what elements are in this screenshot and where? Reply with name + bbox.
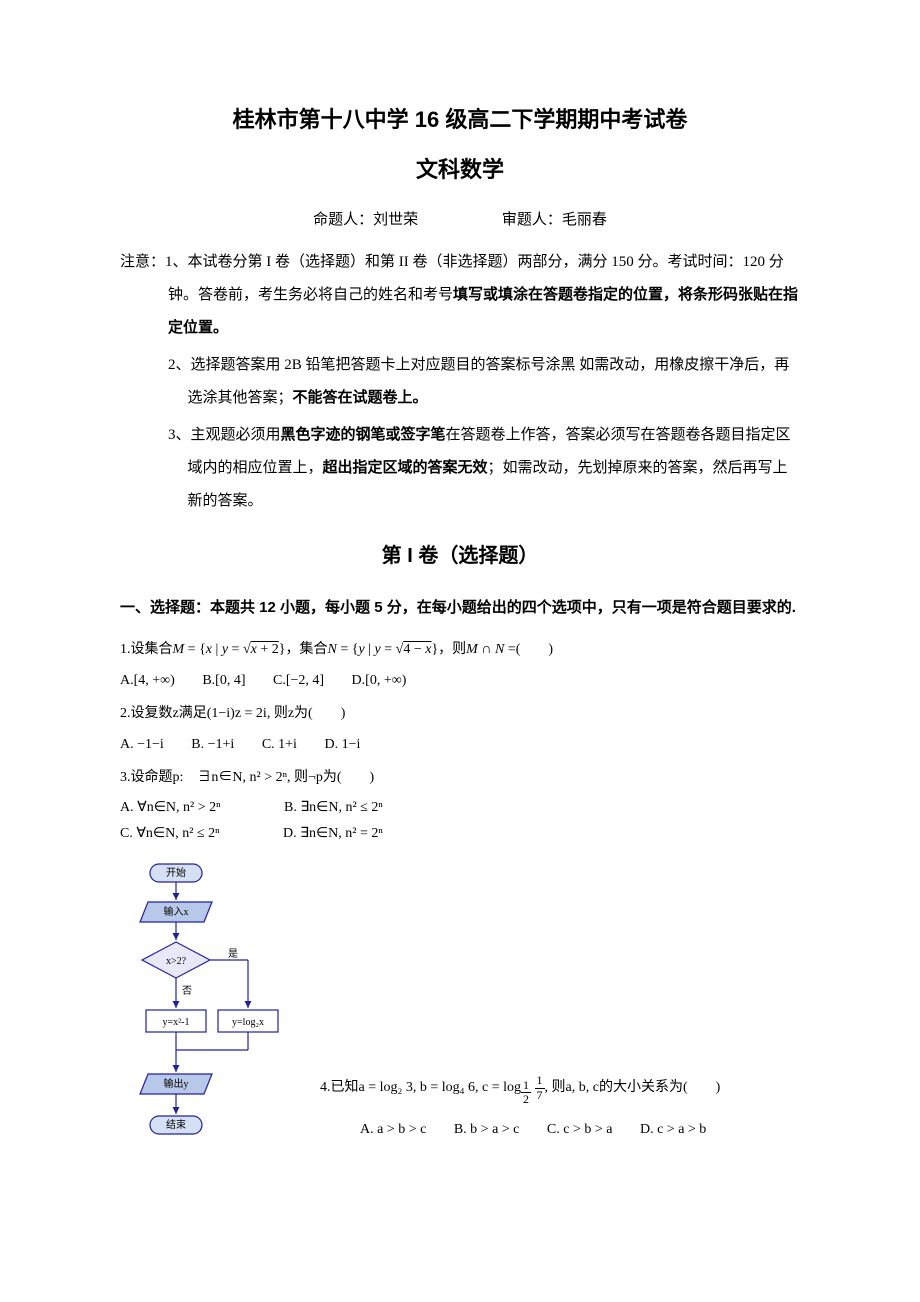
svg-text:y=x²-1: y=x²-1 [163,1017,190,1028]
svg-text:输出y: 输出y [164,1077,189,1090]
q2-opt-c: C. 1+i [262,732,297,757]
question-3: 3.设命题p: ∃n∈N, n² > 2ⁿ, 则¬p为( ) [120,765,800,792]
notice-item-3: 3、主观题必须用黑色字迹的钢笔或签字笔在答题卷上作答，答案必须写在答题卷各题目指… [120,419,800,518]
flowchart-diagram: 开始 输入x x>2? 是 否 y=x²-1 y=log₂x [120,860,290,1170]
title-main: 桂林市第十八中学 16 级高二下学期期中考试卷 [120,100,800,140]
flowchart-and-q4: 开始 输入x x>2? 是 否 y=x²-1 y=log₂x [120,860,800,1170]
notice-num-3: 3、 [168,427,191,443]
q1-text-b: ，集合 [286,642,328,657]
question-4: 4.已知a = log₂ 3, b = log₄ 6, c = log12 17… [290,1074,800,1169]
notice-block: 注意：1、本试卷分第 I 卷（选择题）和第 II 卷（非选择题）两部分，满分 1… [120,246,800,518]
notice-bold-3b: 超出指定区域的答案无效 [323,460,488,476]
title-sub: 文科数学 [120,150,800,190]
question-1-options: A.[4, +∞) B.[0, 4] C.[−2, 4] D.[0, +∞) [120,668,800,693]
notice-num-2: 2、 [168,357,191,373]
q4-text-a: 4.已知a = log₂ 3, b = log₄ 6, c = log [320,1080,521,1095]
q1-text-a: 1.设集合 [120,642,173,657]
question-2: 2.设复数z满足(1−i)z = 2i, 则z为( ) [120,701,800,728]
notice-bold-3a: 黑色字迹的钢笔或签字笔 [281,427,446,443]
q1-opt-c: C.[−2, 4] [273,668,324,693]
q3-opt-c: C. ∀n∈N, n² ≤ 2ⁿ [120,821,220,846]
svg-text:结束: 结束 [166,1118,186,1131]
svg-text:是: 是 [228,948,238,960]
authors-line: 命题人：刘世荣 审题人：毛丽春 [120,207,800,234]
notice-label: 注意： [120,254,165,270]
notice-item-2: 2、选择题答案用 2B 铅笔把答题卡上对应题目的答案标号涂黑 如需改动，用橡皮擦… [120,349,800,415]
question-4-options: A. a > b > c B. b > a > c C. c > b > a D… [320,1117,800,1142]
notice-text-2a: 选择题答案用 2B 铅笔把答题卡上对应题目的答案标号涂黑 如需改动，用橡皮擦干净… [188,357,790,406]
q4-opt-a: A. a > b > c [360,1117,426,1142]
author-review: 审题人：毛丽春 [502,212,607,228]
q1-opt-a: A.[4, +∞) [120,668,175,693]
svg-text:否: 否 [182,985,192,997]
question-3-options: A. ∀n∈N, n² > 2ⁿ B. ∃n∈N, n² ≤ 2ⁿ C. ∀n∈… [120,795,800,845]
q2-opt-d: D. 1−i [324,732,360,757]
q4-text-b: , 则a, b, c的大小关系为( ) [545,1080,721,1095]
q1-opt-d: D.[0, +∞) [352,668,407,693]
q4-opt-d: D. c > a > b [640,1117,706,1142]
q3-opt-b: B. ∃n∈N, n² ≤ 2ⁿ [284,795,383,820]
notice-num-1: 1、 [165,254,188,270]
notice-bold-2: 不能答在试题卷上。 [293,390,428,406]
svg-text:y=log₂x: y=log₂x [232,1017,264,1028]
svg-text:x>2?: x>2? [166,956,187,967]
question-1: 1.设集合M = {x | y = √x + 2}，集合N = {y | y =… [120,637,800,664]
part-1-title: 第 I 卷（选择题） [120,538,800,574]
svg-text:输入x: 输入x [164,905,189,918]
q1-text-c: ，则 [438,642,466,657]
author-compose: 命题人：刘世荣 [313,212,418,228]
q2-opt-b: B. −1+i [191,732,234,757]
svg-text:开始: 开始 [166,866,186,879]
question-2-options: A. −1−i B. −1+i C. 1+i D. 1−i [120,732,800,757]
q4-opt-c: C. c > b > a [547,1117,613,1142]
notice-text-3a: 主观题必须用 [191,427,281,443]
q3-opt-a: A. ∀n∈N, n² > 2ⁿ [120,795,221,820]
flowchart-svg: 开始 输入x x>2? 是 否 y=x²-1 y=log₂x [120,860,290,1160]
q3-opt-d: D. ∃n∈N, n² = 2ⁿ [283,821,383,846]
q4-opt-b: B. b > a > c [454,1117,520,1142]
notice-item-1: 注意：1、本试卷分第 I 卷（选择题）和第 II 卷（非选择题）两部分，满分 1… [120,246,800,345]
q1-opt-b: B.[0, 4] [202,668,245,693]
section-1-heading: 一、选择题：本题共 12 小题，每小题 5 分，在每小题给出的四个选项中，只有一… [120,594,800,621]
q2-opt-a: A. −1−i [120,732,164,757]
